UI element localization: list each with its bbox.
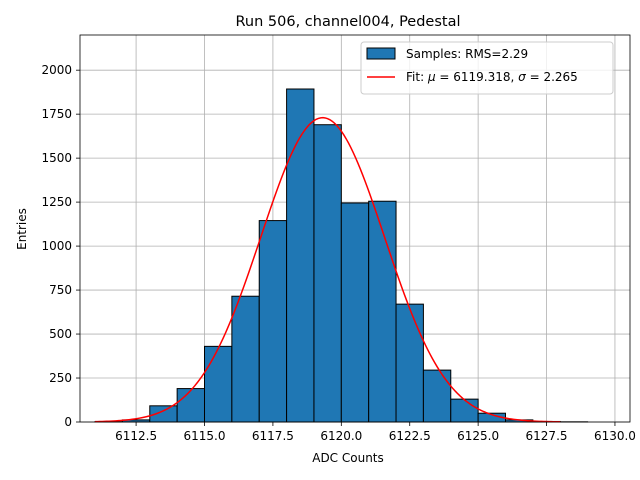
- histogram-bar-10: [368, 200, 397, 423]
- legend-label-fit: Fit: μ = 6119.318, σ = 2.265: [406, 70, 578, 84]
- y-axis-label: Entries: [15, 208, 29, 250]
- histogram-bar-7: [286, 88, 315, 423]
- legend-label-samples: Samples: RMS=2.29: [406, 47, 528, 61]
- histogram-bar-8: [313, 124, 342, 423]
- legend-swatch-samples: [366, 47, 396, 60]
- y-tick-label-6: 1500: [41, 151, 72, 165]
- fit-label-prefix: Fit:: [406, 70, 428, 84]
- histogram-bar-9: [340, 202, 370, 423]
- histogram-bar-12: [422, 369, 452, 423]
- x-tick-label-0: 6112.5: [115, 429, 157, 443]
- y-tick-label-5: 1250: [41, 195, 72, 209]
- histogram-bar-4: [204, 345, 233, 423]
- y-tick-label-1: 250: [49, 371, 72, 385]
- x-tick-label-1: 6115.0: [184, 429, 226, 443]
- y-tick-label-7: 1750: [41, 107, 72, 121]
- fit-label-mu-value: = 6119.318,: [436, 70, 519, 84]
- axes-frame: [79, 34, 631, 423]
- y-tick-label-3: 750: [49, 283, 72, 297]
- chart-title: Run 506, channel004, Pedestal: [235, 14, 460, 30]
- legend-box: [360, 41, 614, 95]
- y-axis-ticks: 0 250 500 750 1000 1250 1500 1750 2000: [41, 63, 80, 429]
- x-tick-label-3: 6120.0: [320, 429, 362, 443]
- x-tick-label-4: 6122.5: [389, 429, 431, 443]
- y-tick-label-0: 0: [64, 415, 72, 429]
- histogram-bar-6: [258, 220, 288, 423]
- fit-label-mu-symbol: μ: [427, 70, 436, 84]
- x-tick-label-2: 6117.5: [252, 429, 294, 443]
- x-tick-label-6: 6127.5: [526, 429, 568, 443]
- fit-label-sigma-value: = 2.265: [526, 70, 578, 84]
- x-axis-label: ADC Counts: [312, 451, 384, 465]
- x-tick-label-5: 6125.0: [457, 429, 499, 443]
- fit-label-sigma-symbol: σ: [518, 70, 526, 84]
- y-tick-label-4: 1000: [41, 239, 72, 253]
- x-tick-label-7: 6130.0: [594, 429, 636, 443]
- histogram-bar-5: [231, 295, 260, 423]
- histogram-bar-13: [450, 398, 479, 423]
- y-tick-label-8: 2000: [41, 63, 72, 77]
- histogram-bars: [94, 88, 589, 423]
- histogram-bar-11: [395, 303, 424, 423]
- y-tick-label-2: 500: [49, 327, 72, 341]
- fit-curve: [95, 116, 561, 423]
- x-axis-ticks: 6112.5 6115.0 6117.5 6120.0 6122.5 6125.0 6127…: [115, 422, 636, 443]
- histogram-bar-3: [176, 388, 206, 423]
- legend: Samples: RMS=2.29 Fit: μ = 6119.318, σ =…: [360, 41, 614, 95]
